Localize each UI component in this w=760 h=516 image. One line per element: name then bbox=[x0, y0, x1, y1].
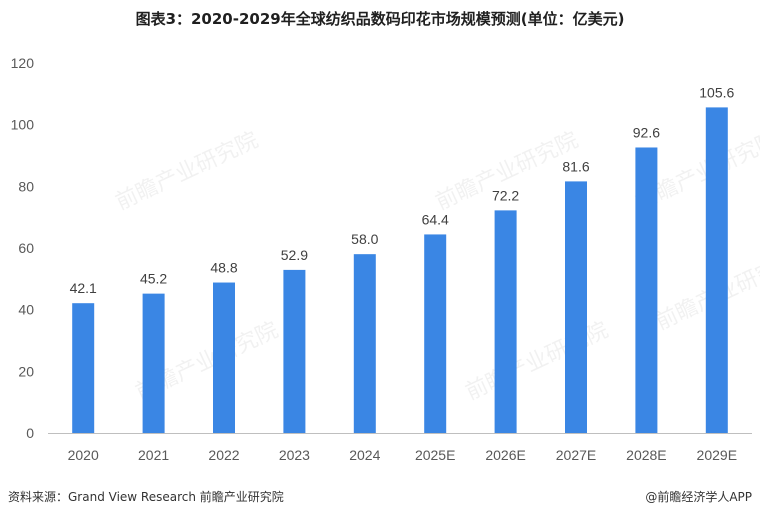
y-tick-label: 80 bbox=[18, 178, 34, 194]
y-tick-label: 0 bbox=[26, 425, 34, 441]
bar bbox=[213, 282, 235, 433]
data-label: 52.9 bbox=[281, 247, 308, 263]
data-label: 72.2 bbox=[492, 187, 519, 203]
chart-title: 图表3：2020-2029年全球纺织品数码印花市场规模预测(单位：亿美元) bbox=[135, 10, 625, 28]
x-axis: 2020 2021 2022 2023 2024 2025E 2026E 2027E 2028E… bbox=[48, 433, 752, 463]
x-tick-label: 2021 bbox=[138, 447, 169, 463]
bar bbox=[635, 147, 658, 433]
y-tick-label: 40 bbox=[18, 302, 34, 318]
data-label: 45.2 bbox=[140, 271, 167, 287]
bar bbox=[142, 293, 165, 433]
data-label: 64.4 bbox=[422, 211, 449, 227]
y-axis: 0 20 40 60 80 100 120 bbox=[11, 55, 35, 441]
data-label: 48.8 bbox=[210, 260, 237, 276]
data-label: 92.6 bbox=[633, 124, 660, 140]
bar bbox=[72, 303, 95, 433]
bar bbox=[283, 269, 306, 433]
bar bbox=[565, 181, 587, 433]
x-tick-label: 2025E bbox=[415, 447, 455, 463]
data-label: 105.6 bbox=[699, 84, 734, 100]
watermark-text: 前瞻产业研究院 bbox=[462, 318, 612, 406]
data-label: 58.0 bbox=[351, 231, 378, 247]
y-tick-label: 120 bbox=[11, 55, 35, 71]
bar bbox=[353, 254, 376, 433]
x-tick-label: 2022 bbox=[208, 447, 239, 463]
source-note: 资料来源：Grand View Research 前瞻产业研究院 bbox=[8, 490, 284, 504]
credit-note: @前瞻经济学人APP bbox=[645, 490, 752, 504]
x-tick-label: 2028E bbox=[626, 447, 666, 463]
x-tick-label: 2024 bbox=[349, 447, 380, 463]
y-tick-label: 60 bbox=[18, 240, 34, 256]
bars bbox=[72, 107, 728, 434]
x-tick-label: 2020 bbox=[68, 447, 99, 463]
x-tick-label: 2029E bbox=[697, 447, 737, 463]
x-tick-label: 2023 bbox=[279, 447, 310, 463]
y-tick-label: 100 bbox=[11, 117, 35, 133]
watermark-text: 前瞻产业研究院 bbox=[112, 128, 262, 216]
data-label: 81.6 bbox=[562, 158, 589, 174]
y-tick-label: 20 bbox=[18, 363, 34, 379]
data-label: 42.1 bbox=[70, 280, 97, 296]
bar bbox=[424, 234, 447, 433]
x-tick-label: 2027E bbox=[556, 447, 596, 463]
x-tick-label: 2026E bbox=[485, 447, 525, 463]
value-labels: 42.1 45.2 48.8 52.9 58.0 64.4 72.2 81.6 92.6 105.… bbox=[70, 84, 735, 296]
bar bbox=[494, 210, 517, 433]
bar bbox=[705, 107, 728, 434]
